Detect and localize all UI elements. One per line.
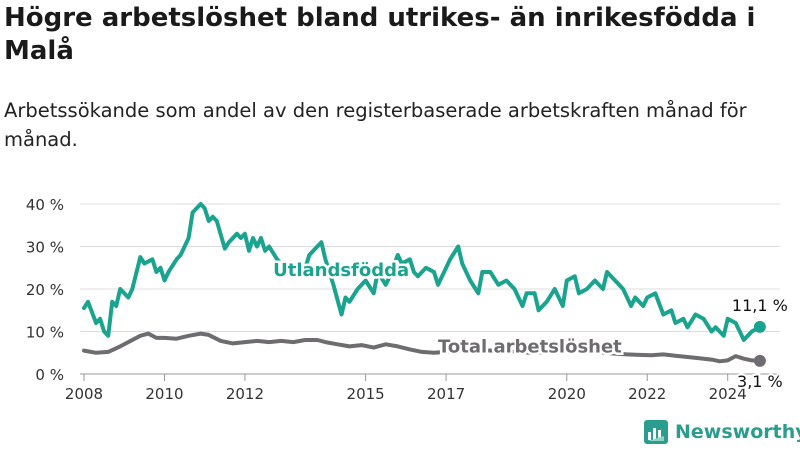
series-lines [82,202,766,367]
series-end-point [753,354,766,367]
series-line-utlandsfodda [82,202,762,342]
y-tick-label: 30 % [26,239,64,257]
newsworthy-brand: Newsworthy [644,418,800,446]
x-tick-label: 2015 [347,385,385,403]
series-name-utlandsfodda: Utlandsfödda [273,260,409,281]
grid-lines [80,203,780,375]
x-tick-label: 2022 [628,385,666,403]
y-tick-label: 20 % [26,281,64,299]
brand-name: Newsworthy [675,421,800,443]
series-end-value-label: 3,1 % [737,372,783,391]
x-axis: 2008 2010 2012 2015 2017 2020 2022 2024 [65,374,747,403]
series-end-value-label: 11,1 % [732,296,788,315]
y-tick-label: 40 % [26,196,64,214]
x-tick-label: 2024 [709,385,747,403]
x-tick-label: 2010 [145,385,183,403]
series-labels: 11,1 % 3,1 % Utlandsfödda Total arbetslöshe… [271,257,790,392]
x-tick-label: 2017 [427,385,465,403]
series-name-total: Total arbetslöshet [438,336,622,357]
x-tick-label: 2020 [548,385,586,403]
series-line-total [82,331,762,364]
newsworthy-logo-icon [644,420,668,444]
chart-title: Högre arbetslöshet bland utrikes- än inr… [4,3,756,66]
series-end-point [753,320,766,333]
y-axis: 0 % 10 % 20 % 30 % 40 % [26,196,64,384]
x-tick-label: 2008 [65,385,103,403]
y-tick-label: 10 % [26,324,64,342]
y-tick-label: 0 % [35,366,64,384]
chart-subtitle: Arbetssökande som andel av den registerb… [4,99,747,151]
x-tick-label: 2012 [226,385,264,403]
